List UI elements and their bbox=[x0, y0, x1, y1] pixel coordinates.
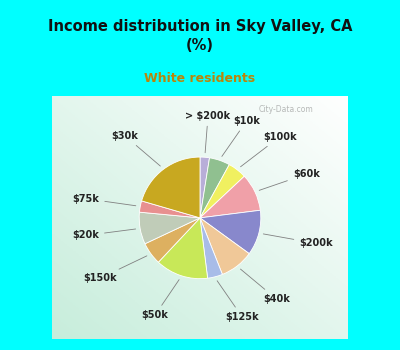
Wedge shape bbox=[142, 157, 200, 218]
Wedge shape bbox=[200, 157, 210, 218]
Text: $60k: $60k bbox=[259, 169, 320, 190]
Text: $100k: $100k bbox=[240, 132, 296, 167]
Wedge shape bbox=[139, 212, 200, 244]
Wedge shape bbox=[200, 164, 244, 218]
Wedge shape bbox=[200, 210, 261, 254]
Text: > $200k: > $200k bbox=[186, 111, 231, 153]
Text: $200k: $200k bbox=[263, 234, 333, 248]
Wedge shape bbox=[145, 218, 200, 262]
Text: White residents: White residents bbox=[144, 72, 256, 85]
Text: $75k: $75k bbox=[72, 194, 136, 206]
Text: Income distribution in Sky Valley, CA
(%): Income distribution in Sky Valley, CA (%… bbox=[48, 19, 352, 53]
Text: $50k: $50k bbox=[142, 280, 179, 320]
Wedge shape bbox=[140, 201, 200, 218]
Wedge shape bbox=[200, 158, 229, 218]
Text: $125k: $125k bbox=[217, 281, 259, 322]
Wedge shape bbox=[200, 176, 260, 218]
Text: $10k: $10k bbox=[222, 116, 260, 156]
Text: City-Data.com: City-Data.com bbox=[259, 105, 314, 114]
Text: $30k: $30k bbox=[112, 131, 160, 166]
Wedge shape bbox=[200, 218, 222, 278]
Text: $150k: $150k bbox=[84, 256, 147, 283]
Text: $20k: $20k bbox=[72, 229, 136, 240]
Wedge shape bbox=[158, 218, 208, 279]
Text: $40k: $40k bbox=[240, 269, 290, 304]
Wedge shape bbox=[200, 218, 249, 274]
